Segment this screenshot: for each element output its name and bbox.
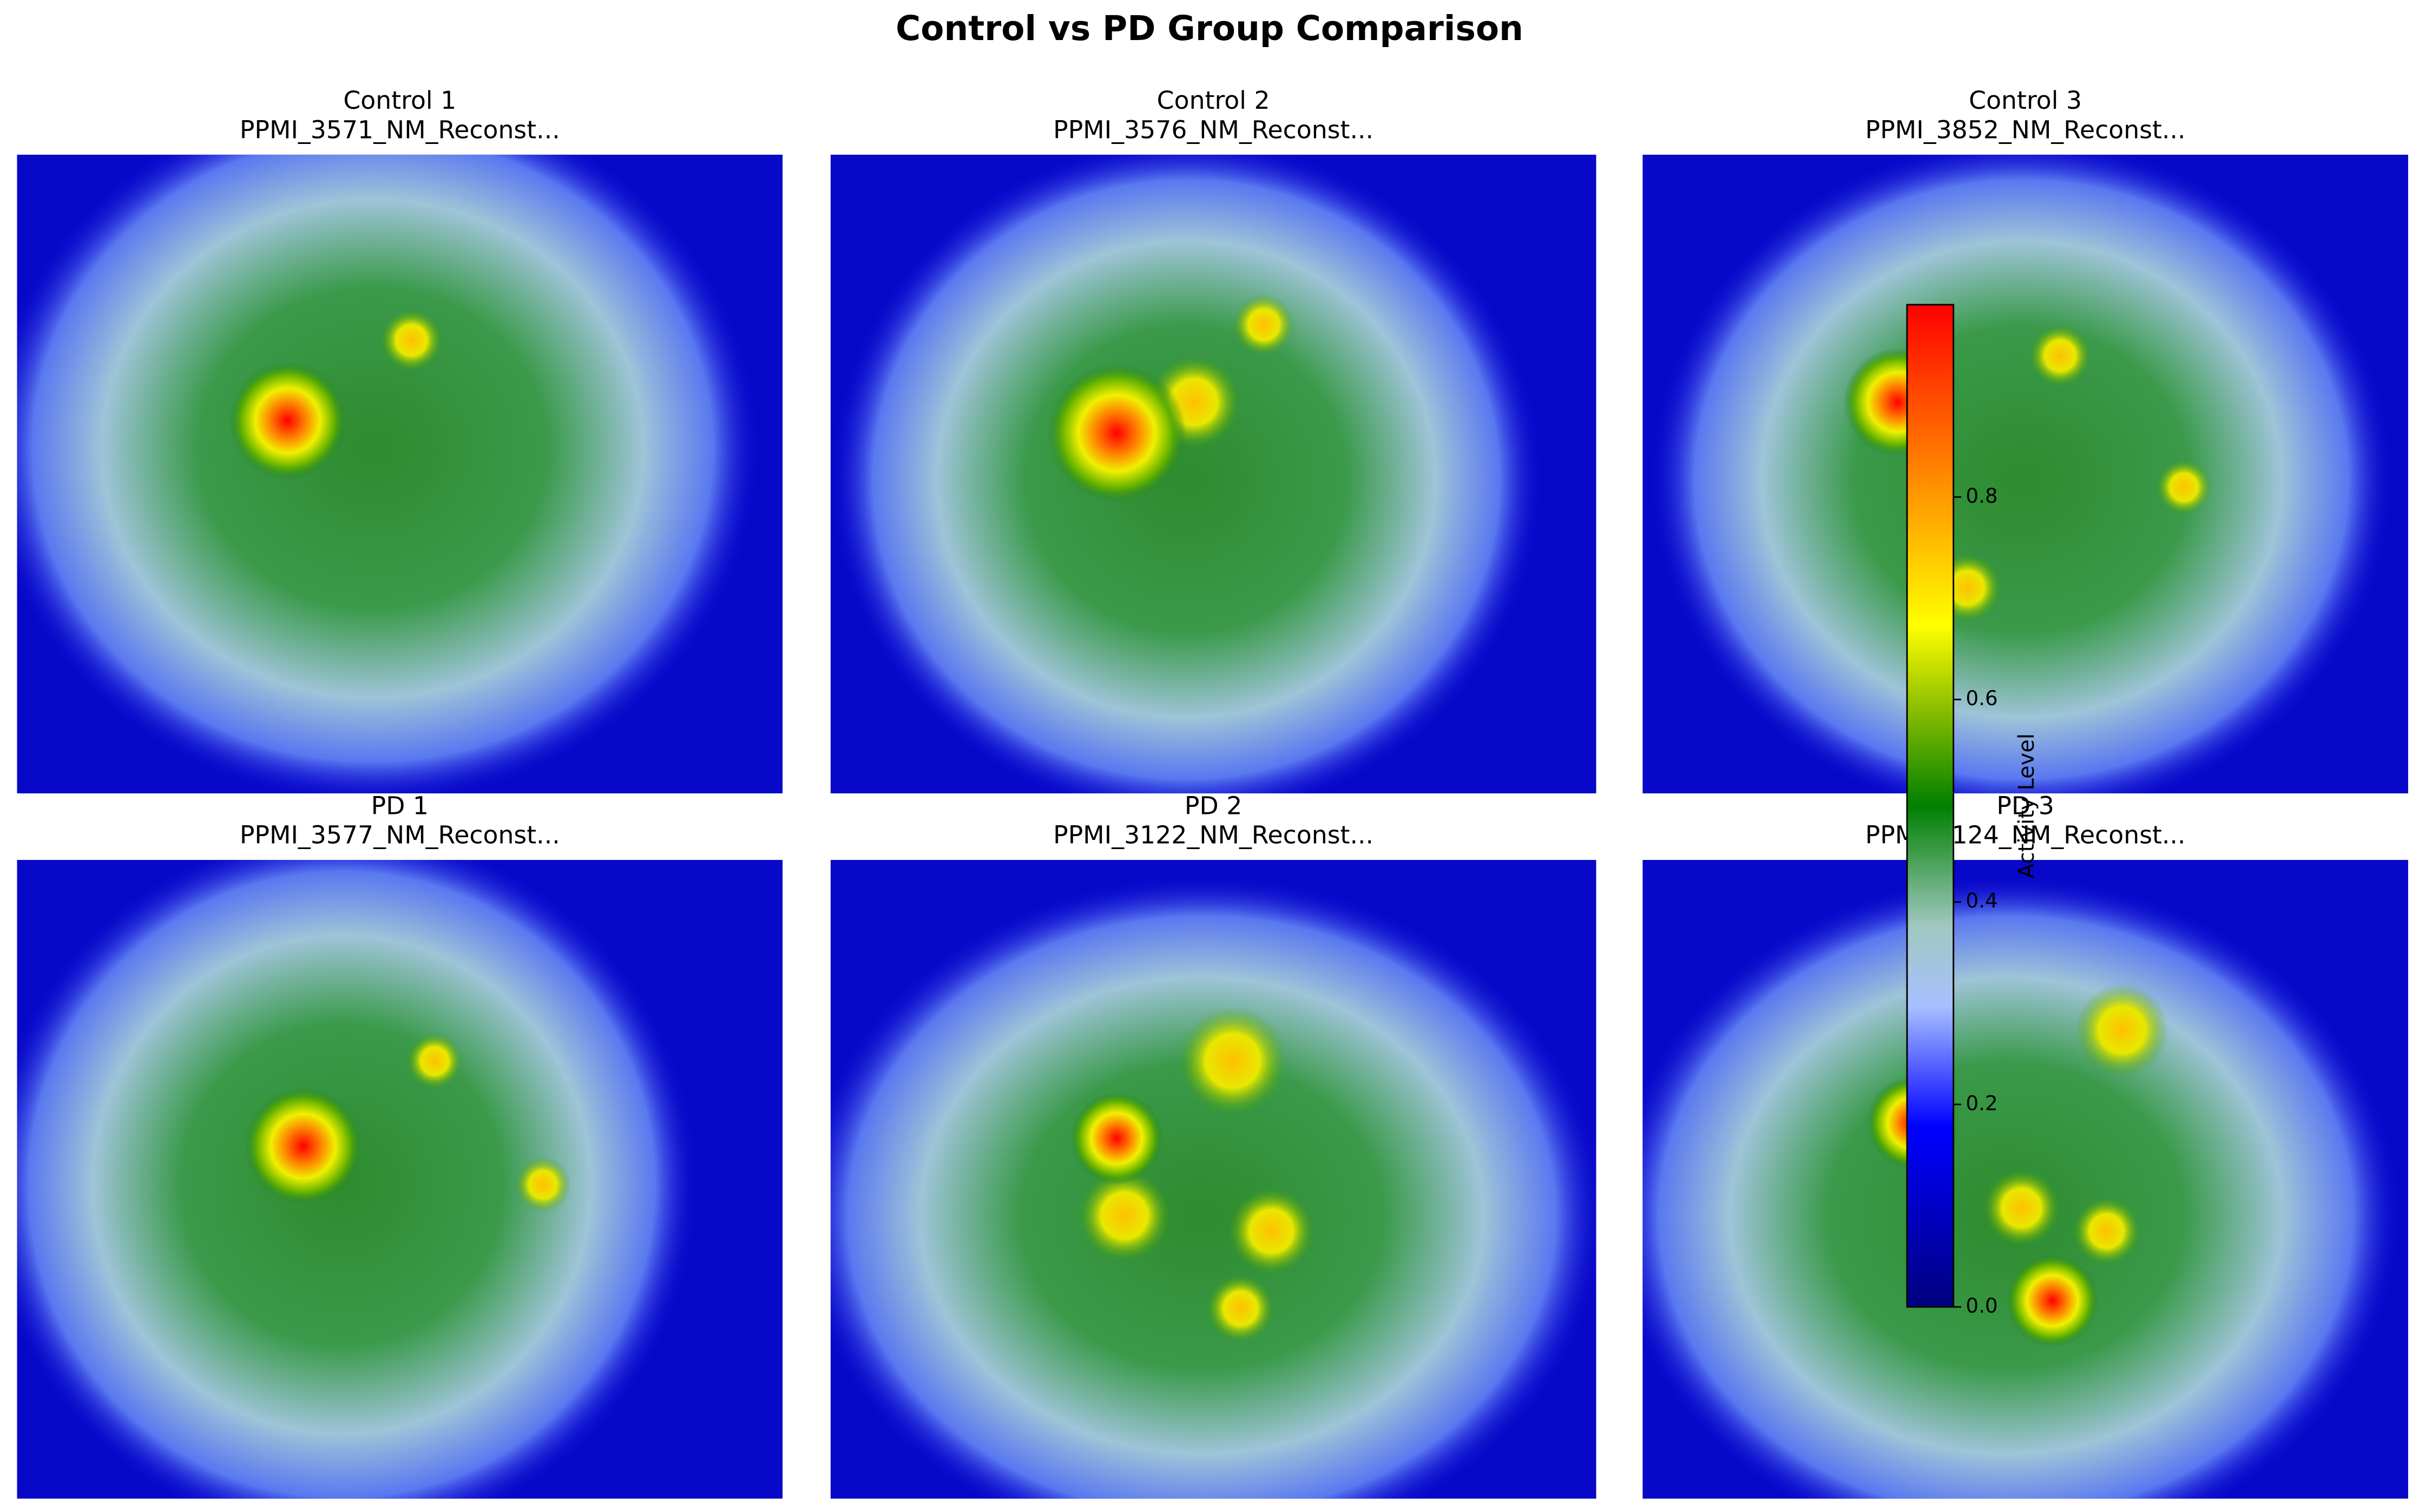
image-field <box>1650 154 2393 794</box>
image-warm-spot <box>1983 1169 2060 1247</box>
image-field <box>830 875 1596 1499</box>
panel-subtitle: PPMI_3852_NM_Reconst... <box>1865 115 2186 144</box>
image-warm-spot <box>2029 325 2092 387</box>
panel-title: PD 3 <box>1996 791 2054 820</box>
image-field <box>17 154 760 794</box>
panel-subtitle: PPMI_3576_NM_Reconst... <box>1053 115 1373 144</box>
panel-title: PD 1 <box>371 791 429 820</box>
image-warm-spot <box>1228 1187 1315 1275</box>
colorbar-tick-label: 0.0 <box>1966 1294 1998 1318</box>
image-panel <box>830 860 1596 1499</box>
image-warm-spot <box>515 1156 571 1213</box>
image-warm-spot <box>2156 459 2212 515</box>
image-field <box>17 860 698 1499</box>
image-warm-spot <box>2072 1197 2141 1265</box>
colorbar-label: Activity Level <box>2014 733 2039 878</box>
image-hot-spot <box>229 361 347 479</box>
image-warm-spot <box>380 309 443 371</box>
image-hot-spot <box>1070 1092 1164 1185</box>
image-warm-spot <box>2075 983 2168 1077</box>
image-panel <box>17 860 783 1499</box>
image-hot-spot <box>2006 1254 2099 1347</box>
colorbar-tick-label: 0.4 <box>1966 889 1998 912</box>
image-warm-spot <box>1178 1007 1287 1115</box>
panel-subtitle: PPMI_3571_NM_Reconst... <box>240 115 560 144</box>
image-panel <box>1642 154 2408 794</box>
image-panel <box>17 154 783 794</box>
colorbar-gradient <box>1906 304 1955 1308</box>
figure-title: Control vs PD Group Comparison <box>896 9 1523 48</box>
colorbar-tick-label: 0.2 <box>1966 1092 1998 1115</box>
panel-title: PD 2 <box>1185 791 1242 820</box>
panel-subtitle: PPMI_3122_NM_Reconst... <box>1053 821 1373 850</box>
image-warm-spot <box>1078 1169 1171 1263</box>
panel-title: Control 1 <box>343 86 456 115</box>
image-hot-spot <box>1047 363 1187 503</box>
panel-subtitle: PPMI_3577_NM_Reconst... <box>240 821 560 850</box>
image-warm-spot <box>406 1033 463 1089</box>
colorbar-tick-label: 0.8 <box>1966 484 1998 508</box>
image-panel <box>1642 860 2408 1499</box>
colorbar-tick-label: 0.6 <box>1966 687 1998 710</box>
image-warm-spot <box>1206 1274 1275 1343</box>
panel-title: Control 3 <box>1969 86 2082 115</box>
image-warm-spot <box>1232 294 1295 356</box>
colorbar: 0.0 0.2 0.4 0.6 0.8 Activity Level <box>1906 304 2039 1318</box>
panel-title: Control 2 <box>1157 86 1270 115</box>
image-panel <box>830 154 1596 794</box>
image-hot-spot <box>244 1087 362 1205</box>
image-field <box>830 154 1542 794</box>
